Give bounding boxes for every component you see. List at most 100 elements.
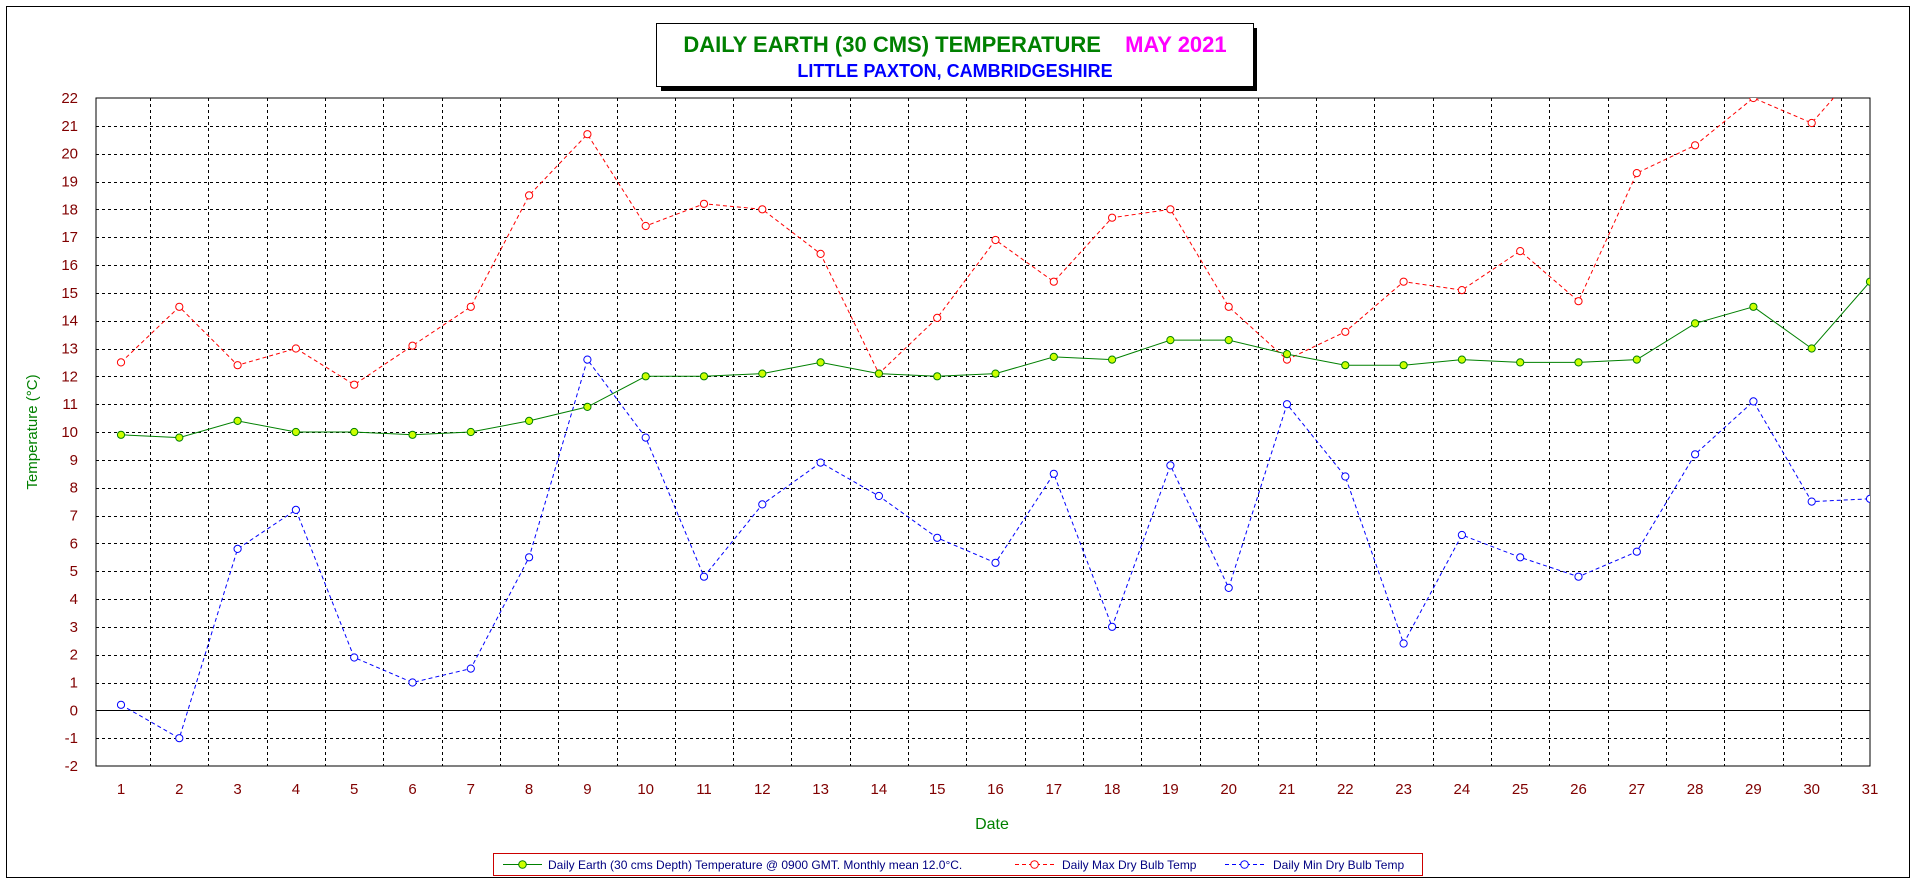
data-point-max xyxy=(525,191,534,200)
x-tick-label: 4 xyxy=(292,781,300,798)
data-point-earth xyxy=(1574,358,1583,367)
data-point-max xyxy=(1749,98,1758,103)
data-point-earth xyxy=(1632,355,1641,364)
data-point-max xyxy=(1224,302,1233,311)
data-point-earth xyxy=(1108,355,1117,364)
legend-label-min: Daily Min Dry Bulb Temp xyxy=(1273,858,1404,872)
data-point-earth xyxy=(991,369,1000,378)
data-point-min xyxy=(1457,530,1467,540)
data-point-min xyxy=(1516,553,1525,562)
legend-item-earth: Daily Earth (30 cms Depth) Temperature @… xyxy=(503,858,962,872)
data-point-min xyxy=(1632,547,1641,556)
data-point-min xyxy=(933,533,942,542)
y-tick-label: 6 xyxy=(70,535,78,552)
data-point-min xyxy=(1341,472,1350,481)
data-point-max xyxy=(408,341,417,350)
legend-marker-max xyxy=(1030,860,1039,869)
x-tick-label: 19 xyxy=(1162,781,1179,798)
x-tick-label: 25 xyxy=(1512,781,1529,798)
y-tick-label: 17 xyxy=(61,229,78,246)
data-point-earth xyxy=(1807,344,1816,353)
data-point-min xyxy=(1807,497,1816,506)
data-point-max xyxy=(466,302,475,311)
data-point-max xyxy=(350,380,359,389)
y-tick-label: 12 xyxy=(61,368,78,385)
x-tick-label: 21 xyxy=(1279,781,1296,798)
data-point-earth xyxy=(116,430,126,439)
data-point-max xyxy=(933,313,942,322)
legend-marker-min xyxy=(1240,860,1249,869)
x-tick-label: 16 xyxy=(987,781,1004,798)
y-tick-label: 4 xyxy=(70,591,78,608)
data-point-earth xyxy=(525,416,534,425)
x-tick-label: 17 xyxy=(1045,781,1062,798)
legend-box xyxy=(493,853,1423,876)
y-axis-label: Temperature (°C) xyxy=(24,374,41,489)
data-point-earth xyxy=(233,416,242,425)
data-point-max xyxy=(291,344,300,353)
x-tick-label: 24 xyxy=(1454,781,1471,798)
legend-label-earth: Daily Earth (30 cms Depth) Temperature @… xyxy=(548,858,962,872)
data-point-min xyxy=(1691,450,1700,459)
data-point-max xyxy=(583,130,592,139)
data-point-min xyxy=(1166,461,1175,470)
x-ticks: 1 2 3 4 5 6 7 8 9 10 11 12 13 14 15 16 17 18 19 20 21 22 23 24 2… xyxy=(117,781,1879,798)
data-point-max xyxy=(1108,213,1117,222)
x-tick-label: 8 xyxy=(525,781,533,798)
data-point-earth xyxy=(583,402,592,411)
data-point-max xyxy=(233,361,242,370)
x-tick-label: 3 xyxy=(233,781,241,798)
x-tick-label: 12 xyxy=(754,781,771,798)
chart-title-main: DAILY EARTH (30 CMS) TEMPERATURE xyxy=(683,32,1101,57)
data-point-earth xyxy=(1282,350,1292,359)
y-tick-label: 11 xyxy=(62,396,78,413)
y-tick-label: 15 xyxy=(61,285,78,302)
y-tick-label: -2 xyxy=(65,758,78,775)
x-tick-label: 5 xyxy=(350,781,358,798)
y-tick-label: 14 xyxy=(61,313,78,330)
data-point-earth xyxy=(291,427,300,437)
legend-item-min: Daily Min Dry Bulb Temp xyxy=(1225,858,1404,872)
data-point-min xyxy=(1282,400,1292,409)
data-point-min xyxy=(466,664,475,673)
data-point-max xyxy=(758,205,767,214)
y-tick-label: 3 xyxy=(70,619,78,636)
data-point-max xyxy=(1807,118,1816,128)
data-point-earth xyxy=(758,369,767,378)
legend-label-max: Daily Max Dry Bulb Temp xyxy=(1062,858,1197,872)
y-tick-label: 18 xyxy=(61,201,78,218)
x-tick-label: 11 xyxy=(696,781,712,798)
y-tick-label: 21 xyxy=(61,118,78,135)
x-tick-label: 29 xyxy=(1745,781,1762,798)
data-point-min xyxy=(1399,639,1408,648)
data-point-min xyxy=(758,500,767,509)
data-point-min xyxy=(583,355,592,364)
data-point-earth xyxy=(699,372,709,381)
y-tick-label: 16 xyxy=(61,257,78,274)
chart-title-month: MAY 2021 xyxy=(1125,32,1227,57)
y-tick-label: 9 xyxy=(70,452,78,469)
data-point-max xyxy=(1399,277,1408,286)
x-tick-label: 18 xyxy=(1104,781,1121,798)
data-point-min xyxy=(525,553,534,562)
data-point-earth xyxy=(816,358,825,367)
data-point-earth xyxy=(1399,361,1408,370)
data-point-max xyxy=(116,358,126,367)
data-point-min xyxy=(1865,494,1870,503)
chart-title: DAILY EARTH (30 CMS) TEMPERATURE MAY 202… xyxy=(683,32,1226,57)
data-point-earth xyxy=(1865,277,1870,286)
data-point-min xyxy=(116,700,126,709)
data-point-max xyxy=(1049,277,1058,286)
data-point-earth xyxy=(1166,336,1175,345)
x-axis-label: Date xyxy=(975,816,1009,833)
y-tick-label: 8 xyxy=(70,480,78,497)
legend-item-max: Daily Max Dry Bulb Temp xyxy=(1015,858,1197,872)
data-point-max xyxy=(641,221,650,231)
x-tick-label: 13 xyxy=(812,781,829,798)
data-point-earth xyxy=(175,433,184,442)
grid xyxy=(96,98,1870,766)
x-tick-label: 6 xyxy=(408,781,416,798)
data-point-min xyxy=(1749,397,1758,406)
